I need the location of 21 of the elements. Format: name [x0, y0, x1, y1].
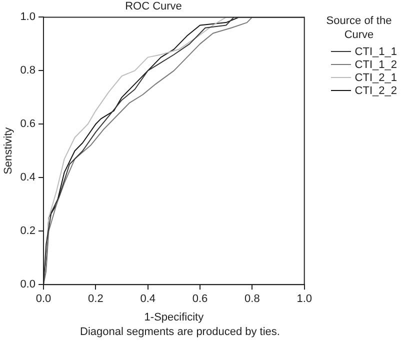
y-tick-label: 0.4 [20, 172, 36, 184]
chart-title: ROC Curve [125, 0, 182, 13]
y-tick-label: 0.6 [20, 118, 36, 130]
text: Diagonal segments are produced by ties. [79, 326, 281, 338]
y-axis-title: Senstivity [2, 126, 15, 174]
legend-label: CTI_2_2 [354, 84, 397, 96]
x-tick-label: 0.4 [140, 293, 156, 306]
x-tick-label: 0.0 [36, 293, 52, 306]
x-tick-label: 0.6 [192, 293, 208, 306]
legend-title: Source of the Curve [325, 14, 393, 42]
x-tick-label: 0.8 [244, 293, 260, 306]
x-tick-label: 1.0 [296, 293, 312, 306]
x-axis-title: 1-Specificity [144, 311, 204, 324]
y-tick-label: 0.2 [20, 225, 36, 238]
y-tick-label: 1.0 [20, 11, 36, 24]
legend-label: CTI_1_2 [354, 58, 397, 70]
y-tick-label: 0.0 [20, 278, 36, 291]
x-tick-label: 0.2 [88, 293, 104, 306]
legend-label: CTI_2_1 [354, 72, 397, 84]
y-tick-label: 0.8 [20, 64, 36, 77]
legend-label: CTI_1_1 [354, 46, 397, 58]
